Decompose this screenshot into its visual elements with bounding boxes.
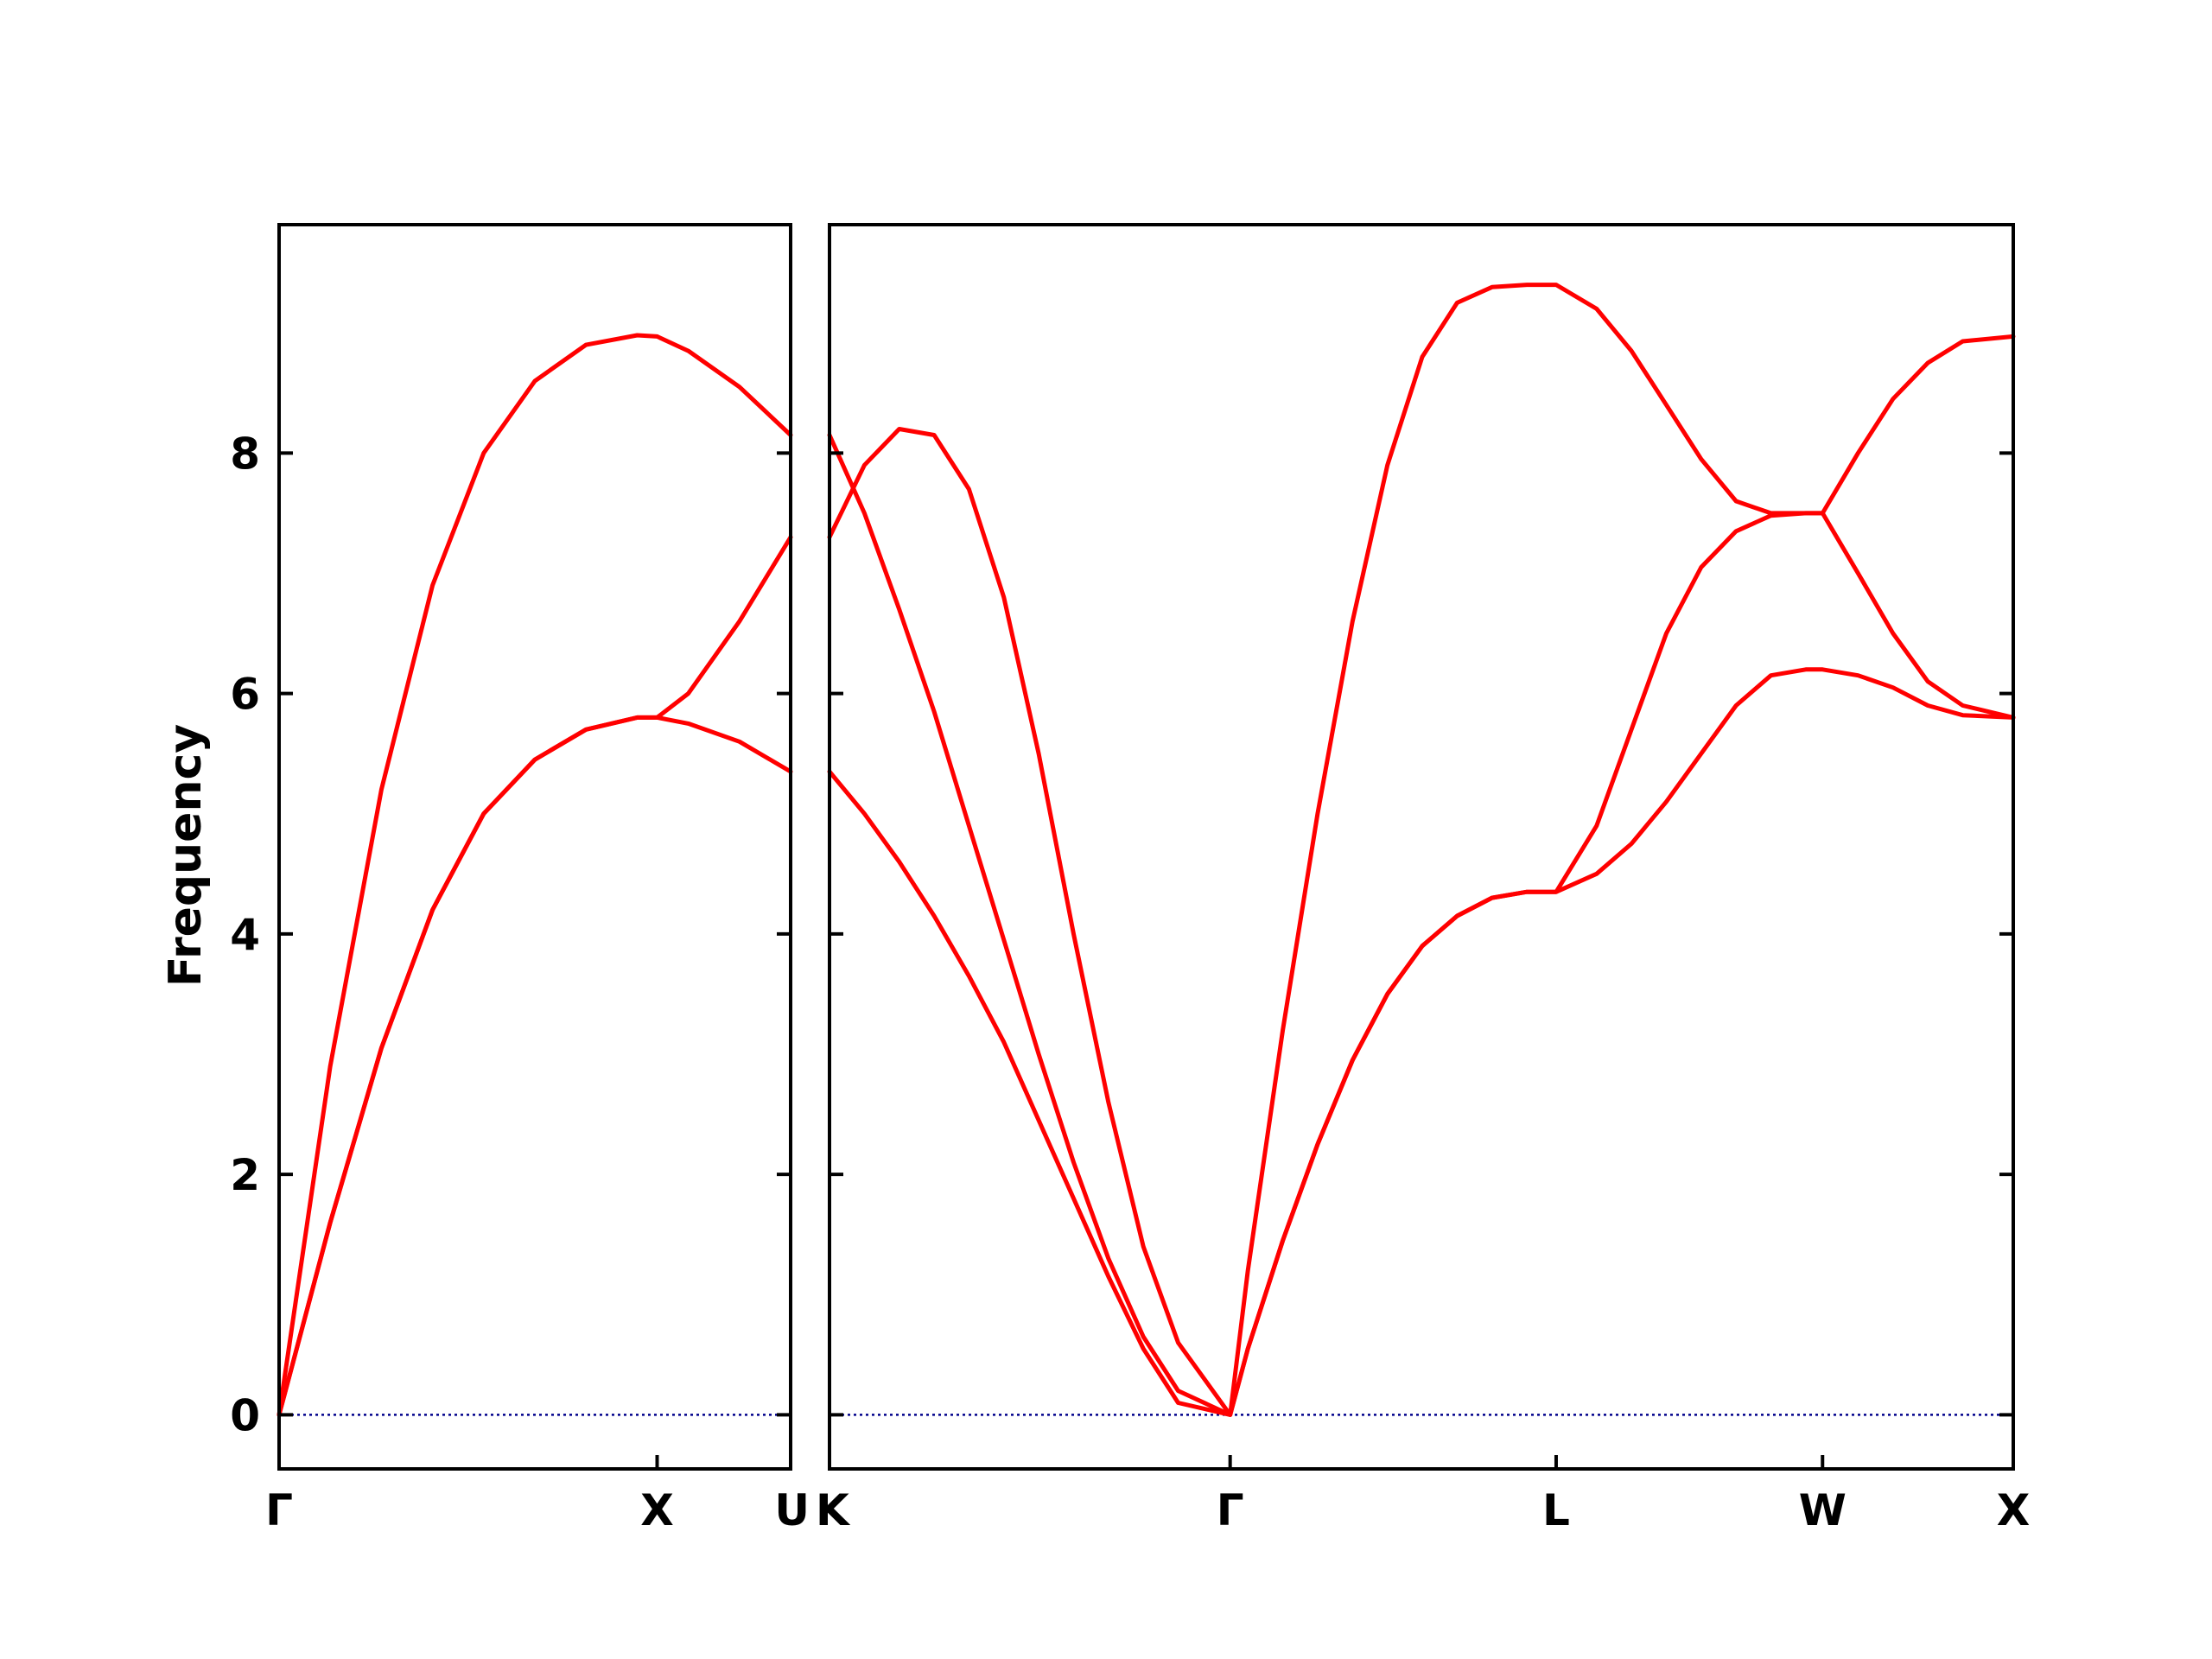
y-axis: 0 2 4 6 8 (230, 429, 260, 1440)
x-tick-label: U (774, 1485, 810, 1535)
x-tick-label: X (1997, 1485, 2031, 1535)
plot-frame (828, 223, 2015, 1471)
y-tick-label: 6 (230, 670, 260, 720)
band-line-3 (827, 283, 2016, 1417)
plot-frame (277, 223, 792, 1471)
y-tick-label: 2 (230, 1150, 260, 1200)
y-axis-label: Frequency (160, 724, 212, 987)
y-tick-label: 0 (230, 1390, 260, 1440)
x-tick-label: Γ (1217, 1485, 1244, 1535)
x-tick-label: W (1799, 1485, 1847, 1535)
y-tick-label: 8 (230, 429, 260, 479)
band-line-1 (827, 667, 2016, 1417)
x-tick-label: Γ (265, 1485, 293, 1535)
x-tick-label: K (816, 1485, 851, 1535)
band-line-3 (276, 535, 793, 1417)
y-tick-label: 4 (230, 910, 260, 960)
band-line-2 (827, 433, 2016, 1417)
band-line-2 (276, 333, 793, 1417)
band-line-1 (276, 715, 793, 1417)
x-tick-label: L (1542, 1485, 1570, 1535)
x-tick-label: X (640, 1485, 674, 1535)
